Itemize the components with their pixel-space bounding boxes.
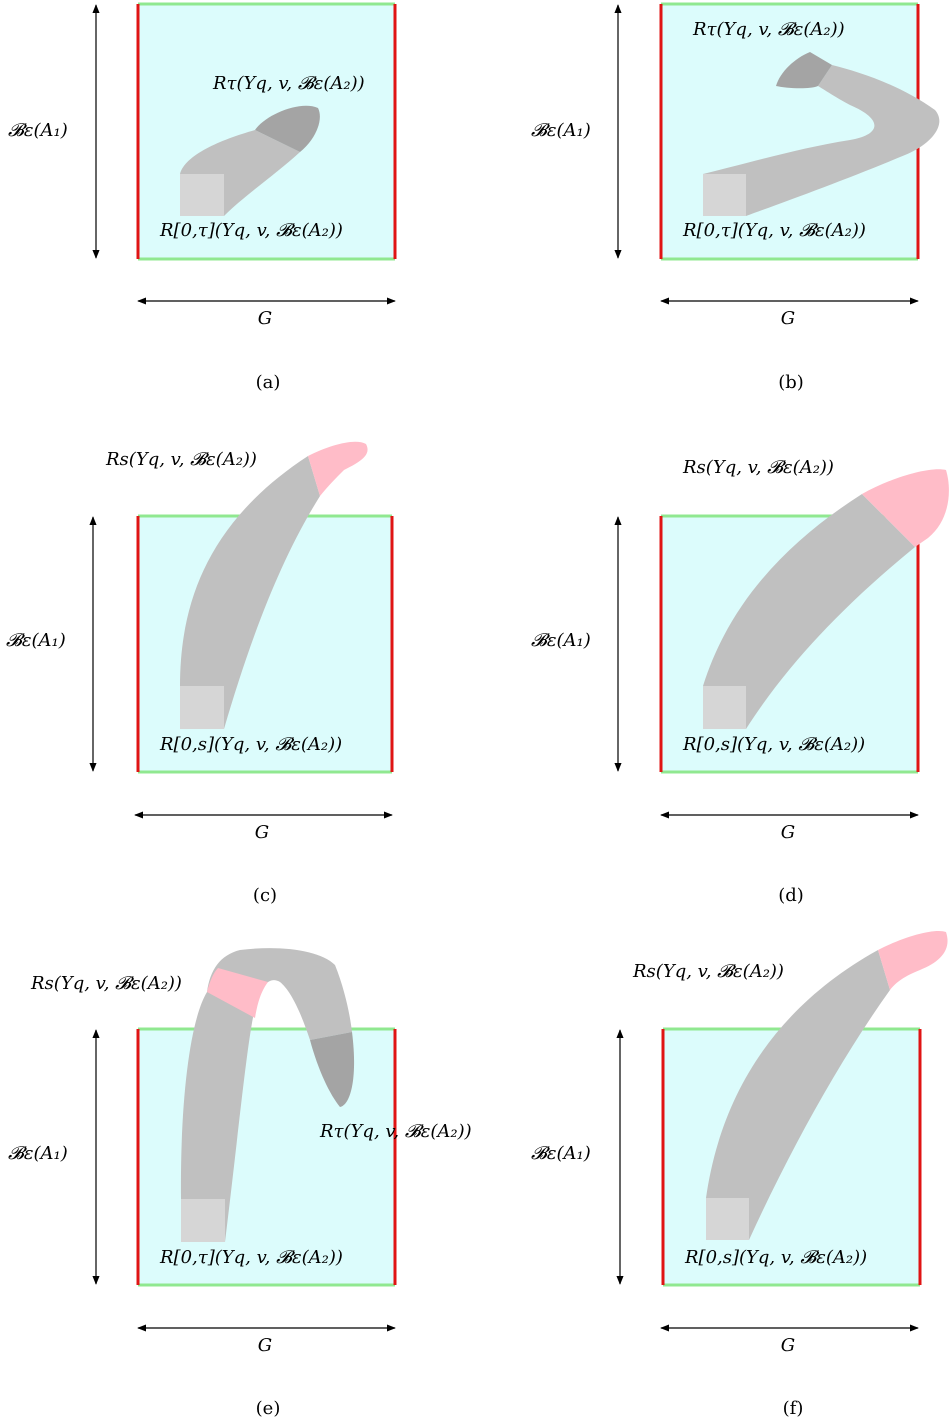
start-set-label: R[0,τ](Yq, v, 𝓑ε(A₂)) — [159, 1247, 343, 1268]
x-axis-label: G — [258, 308, 272, 329]
end-set-label: Rs(Yq, v, 𝓑ε(A₂)) — [105, 449, 257, 470]
reach-end-set — [862, 469, 949, 547]
panel-c: 𝓑ε(A₁) G Rs(Yq, v, 𝓑ε(A₂)) R[0,s](Yq, v,… — [6, 441, 394, 906]
start-set-label: R[0,τ](Yq, v, 𝓑ε(A₂)) — [159, 220, 343, 241]
panel-e: 𝓑ε(A₁) G Rs(Yq, v, 𝓑ε(A₂)) Rτ(Yq, v, 𝓑ε(… — [8, 948, 472, 1419]
y-axis-label: 𝓑ε(A₁) — [8, 120, 68, 141]
end-set-label: Rs(Yq, v, 𝓑ε(A₂)) — [682, 457, 834, 478]
initial-set-square — [703, 174, 746, 216]
panel-caption: (b) — [778, 372, 804, 393]
panel-caption: (c) — [253, 885, 277, 906]
start-set-label: R[0,s](Yq, v, 𝓑ε(A₂)) — [682, 734, 865, 755]
reach-tube — [180, 948, 352, 1242]
y-axis-label: 𝓑ε(A₁) — [6, 630, 66, 651]
x-axis-label: G — [781, 822, 795, 843]
panel-caption: (e) — [256, 1398, 281, 1419]
reach-end-set — [308, 441, 368, 496]
panel-a: 𝓑ε(A₁) G Rτ(Yq, v, 𝓑ε(A₂)) R[0,τ](Yq, v,… — [8, 2, 397, 393]
panel-caption: (a) — [256, 372, 281, 393]
end-set-label: Rτ(Yq, v, 𝓑ε(A₂)) — [212, 73, 365, 94]
y-axis-label: 𝓑ε(A₁) — [531, 630, 591, 651]
end-set-label: Rτ(Yq, v, 𝓑ε(A₂)) — [692, 19, 845, 40]
reach-tube — [703, 65, 940, 216]
y-axis-label: 𝓑ε(A₁) — [8, 1143, 68, 1164]
initial-set-square — [181, 1199, 225, 1242]
panel-caption: (f) — [783, 1398, 804, 1419]
reach-tube — [703, 494, 915, 729]
initial-set-square — [180, 686, 224, 729]
initial-set-square — [180, 174, 224, 216]
x-axis-label: G — [781, 1335, 795, 1356]
initial-set-square — [706, 1198, 749, 1240]
panel-f: 𝓑ε(A₁) G Rs(Yq, v, 𝓑ε(A₂)) R[0,s](Yq, v,… — [531, 930, 948, 1419]
reach-end-set-pink — [207, 968, 268, 1018]
reach-tube — [706, 950, 890, 1240]
x-axis-label: G — [255, 822, 269, 843]
start-set-label: R[0,s](Yq, v, 𝓑ε(A₂)) — [159, 734, 342, 755]
y-axis-label: 𝓑ε(A₁) — [531, 1143, 591, 1164]
x-axis-label: G — [258, 1335, 272, 1356]
start-set-label: R[0,s](Yq, v, 𝓑ε(A₂)) — [684, 1247, 867, 1268]
tau-set-label: Rτ(Yq, v, 𝓑ε(A₂)) — [319, 1121, 472, 1142]
initial-set-square — [703, 686, 746, 729]
reach-end-set — [255, 105, 320, 152]
panel-b: 𝓑ε(A₁) G Rτ(Yq, v, 𝓑ε(A₂)) R[0,τ](Yq, v,… — [531, 2, 940, 393]
y-axis-label: 𝓑ε(A₁) — [531, 120, 591, 141]
panel-d: 𝓑ε(A₁) G Rs(Yq, v, 𝓑ε(A₂)) R[0,s](Yq, v,… — [531, 457, 949, 906]
start-set-label: R[0,τ](Yq, v, 𝓑ε(A₂)) — [682, 220, 866, 241]
panel-caption: (d) — [778, 885, 804, 906]
end-set-label: Rs(Yq, v, 𝓑ε(A₂)) — [30, 973, 182, 994]
end-set-label: Rs(Yq, v, 𝓑ε(A₂)) — [632, 961, 784, 982]
reach-end-set — [776, 52, 832, 89]
reach-end-set-dark — [310, 1032, 355, 1107]
x-axis-label: G — [781, 308, 795, 329]
reach-tube — [180, 456, 320, 729]
reach-end-set — [878, 930, 948, 990]
